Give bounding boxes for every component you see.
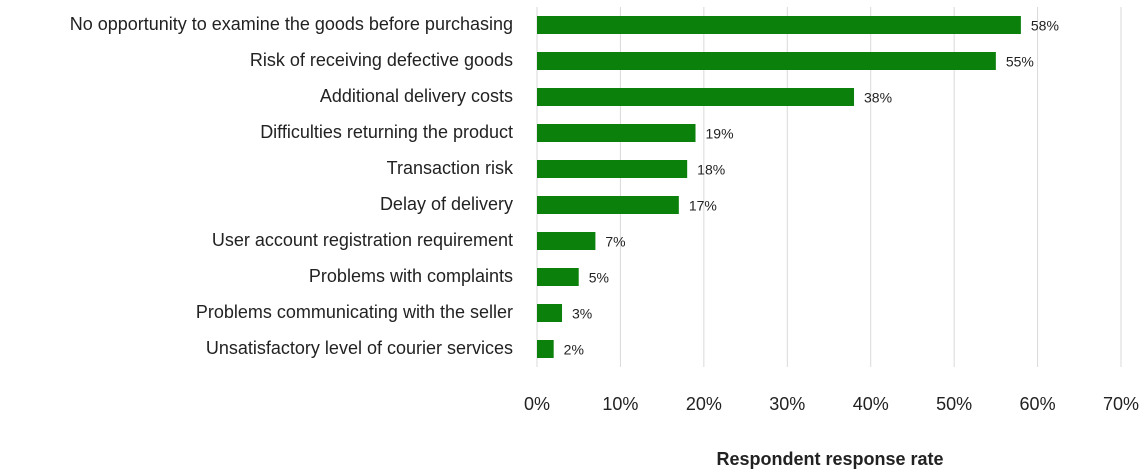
category-label: Problems communicating with the seller [196,302,513,322]
value-label: 55% [1006,54,1034,70]
category-label: Risk of receiving defective goods [250,50,513,70]
bar [537,340,554,358]
x-tick-label: 20% [686,394,722,414]
category-label: User account registration requirement [212,230,513,250]
x-tick-label: 50% [936,394,972,414]
category-label: Difficulties returning the product [260,122,513,142]
value-label: 58% [1031,18,1059,34]
value-label: 5% [589,270,609,286]
bar [537,304,563,322]
x-tick-label: 30% [769,394,805,414]
bar [537,124,696,142]
bar [537,160,688,178]
category-label: Delay of delivery [380,194,513,214]
value-label: 3% [572,306,592,322]
bar [537,232,596,250]
bar [537,196,679,214]
bar [537,88,855,106]
x-tick-label: 0% [524,394,550,414]
bar [537,52,996,70]
bar [537,268,579,286]
category-label: Unsatisfactory level of courier services [206,338,513,358]
category-label: No opportunity to examine the goods befo… [70,14,513,34]
value-label: 19% [706,126,734,142]
value-label: 38% [864,90,892,106]
category-label: Transaction risk [387,158,514,178]
x-tick-label: 60% [1020,394,1056,414]
value-label: 18% [697,162,725,178]
x-tick-label: 40% [853,394,889,414]
value-label: 17% [689,198,717,214]
category-label: Problems with complaints [309,266,513,286]
category-label: Additional delivery costs [320,86,513,106]
x-axis-label: Respondent response rate [716,449,943,469]
value-label: 7% [605,234,625,250]
x-tick-label: 70% [1103,394,1139,414]
value-label: 2% [564,342,584,358]
x-tick-label: 10% [602,394,638,414]
bar [537,16,1021,34]
